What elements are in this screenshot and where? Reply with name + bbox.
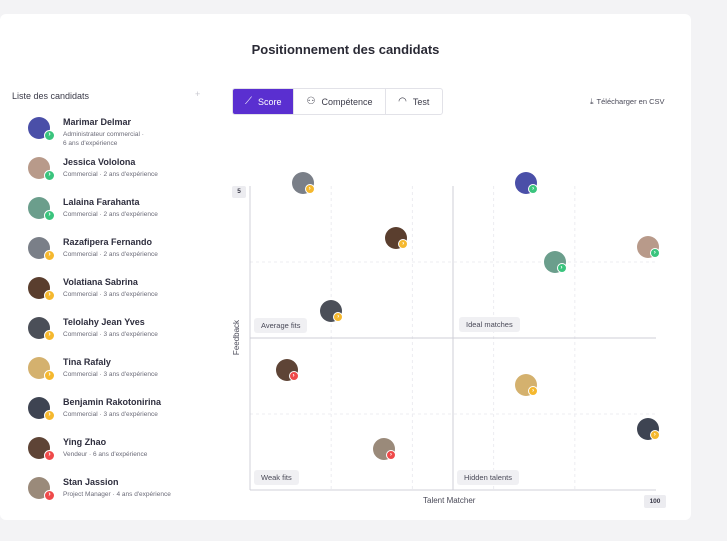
- quadrant-label-ideal: Ideal matches: [459, 317, 520, 332]
- arrow-right-icon: ›: [385, 449, 396, 460]
- candidate-name: Lalaina Farahanta: [63, 197, 140, 207]
- x-axis-label: Talent Matcher: [423, 496, 476, 505]
- chart-point[interactable]: ›: [515, 373, 539, 396]
- y-max-tick: 5: [232, 186, 246, 198]
- candidate-item[interactable]: › Volatiana Sabrina Commercial · 3 ans d'e…: [28, 277, 208, 313]
- candidate-item[interactable]: › Benjamin Rakotonirina Commercial · 3 ans…: [28, 397, 208, 433]
- candidate-item[interactable]: › Telolahy Jean Yves Commercial · 3 ans d'…: [28, 317, 208, 353]
- tab-competence-label: Compétence: [321, 96, 373, 107]
- arrow-right-icon: ›: [528, 385, 539, 396]
- chart-point[interactable]: ›: [543, 251, 567, 273]
- chart-point[interactable]: ›: [636, 418, 660, 441]
- arrow-right-icon: ›: [288, 370, 299, 381]
- candidate-name: Marimar Delmar: [63, 117, 132, 127]
- add-icon[interactable]: +: [195, 89, 201, 99]
- arrow-right-icon: ›: [44, 210, 55, 221]
- chart-point[interactable]: ›: [515, 171, 539, 194]
- candidate-name: Volatiana Sabrina: [63, 277, 138, 287]
- arrow-right-icon: ›: [44, 410, 55, 421]
- candidate-item[interactable]: › Razafipera Fernando Commercial · 2 ans d…: [28, 237, 208, 273]
- arrow-right-icon: ›: [44, 130, 55, 141]
- arrow-right-icon: ›: [44, 290, 55, 301]
- candidate-item[interactable]: › Stan Jassion Project Manager · 4 ans d'e…: [28, 477, 208, 513]
- candidate-role: Commercial · 2 ans d'expérience: [63, 211, 158, 218]
- tab-test[interactable]: ◠ Test: [386, 89, 442, 114]
- candidate-role: Vendeur · 6 ans d'expérience: [63, 451, 148, 458]
- candidate-role: Commercial · 2 ans d'expérience: [63, 171, 158, 178]
- user-skill-icon: ⚇: [306, 96, 316, 107]
- candidate-role: Commercial · 3 ans d'expérience: [63, 331, 158, 338]
- tab-competence[interactable]: ⚇ Compétence: [294, 89, 386, 114]
- candidate-item[interactable]: › Lalaina Farahanta Commercial · 2 ans d'e…: [28, 197, 208, 233]
- quadrant-label-average: Average fits: [254, 318, 308, 333]
- tab-test-label: Test: [412, 96, 430, 107]
- candidate-name: Jessica Vololona: [63, 157, 136, 167]
- quadrant-label-weak: Weak fits: [254, 470, 299, 485]
- candidate-name: Stan Jassion: [63, 477, 119, 487]
- candidate-list-header: Liste des candidats: [12, 91, 90, 101]
- candidate-role: Commercial · 3 ans d'expérience: [63, 291, 158, 298]
- arrow-right-icon: ›: [333, 311, 344, 322]
- candidate-name: Razafipera Fernando: [63, 237, 153, 247]
- arrow-right-icon: ›: [556, 263, 567, 273]
- candidate-item[interactable]: › Jessica Vololona Commercial · 2 ans d'ex…: [28, 157, 208, 193]
- page-title: Positionnement des candidats: [251, 42, 440, 57]
- arrow-right-icon: ›: [44, 170, 55, 181]
- arrow-right-icon: ›: [304, 183, 315, 194]
- candidate-role: Commercial · 3 ans d'expérience: [63, 371, 158, 378]
- download-csv-button[interactable]: ⤓ Télécharger en CSV: [590, 97, 665, 107]
- tab-score-label: Score: [257, 96, 282, 107]
- candidate-role: Administrateur commercial ·: [63, 131, 144, 138]
- arrow-right-icon: ›: [44, 490, 55, 501]
- candidate-name: Ying Zhao: [63, 437, 107, 447]
- arrow-right-icon: ›: [398, 238, 409, 249]
- chart-point[interactable]: ›: [636, 235, 660, 258]
- candidate-name: Telolahy Jean Yves: [63, 317, 145, 327]
- arrow-right-icon: ›: [44, 450, 55, 461]
- download-csv-label: Télécharger en CSV: [596, 97, 665, 106]
- view-tabs: ⟋ Score ⚇ Compétence ◠ Test: [232, 88, 443, 115]
- y-axis-label: Feedback: [232, 319, 242, 356]
- arrow-right-icon: ›: [649, 430, 660, 441]
- chart-point[interactable]: ›: [385, 226, 409, 249]
- arrow-right-icon: ›: [44, 370, 55, 381]
- candidate-name: Benjamin Rakotonirina: [63, 397, 162, 407]
- arrow-right-icon: ›: [649, 247, 660, 258]
- chart-point[interactable]: ›: [275, 358, 299, 381]
- candidate-name: Tina Rafaly: [63, 357, 111, 367]
- candidate-role: Project Manager · 4 ans d'expérience: [63, 491, 171, 498]
- download-icon: ⤓: [590, 97, 594, 106]
- arrow-right-icon: ›: [528, 183, 539, 194]
- chart-line-icon: ⟋: [244, 96, 252, 107]
- gauge-icon: ◠: [398, 96, 407, 107]
- quadrant-label-hidden: Hidden talents: [457, 470, 519, 485]
- arrow-right-icon: ›: [44, 330, 55, 341]
- candidate-experience: 6 ans d'expérience: [63, 140, 118, 147]
- candidate-item[interactable]: › Ying Zhao Vendeur · 6 ans d'expérience: [28, 437, 208, 473]
- arrow-right-icon: ›: [44, 250, 55, 261]
- chart-point[interactable]: ›: [372, 437, 396, 460]
- candidate-item[interactable]: › Tina Rafaly Commercial · 3 ans d'expérie…: [28, 357, 208, 393]
- chart-point[interactable]: ›: [291, 171, 315, 194]
- x-max-tick: 100: [644, 495, 666, 508]
- candidate-role: Commercial · 3 ans d'expérience: [63, 411, 158, 418]
- candidate-role: Commercial · 2 ans d'expérience: [63, 251, 158, 258]
- tab-score[interactable]: ⟋ Score: [233, 89, 295, 114]
- candidate-item[interactable]: › Marimar Delmar Administrateur commercial…: [28, 117, 208, 153]
- chart-point[interactable]: ›: [320, 299, 344, 322]
